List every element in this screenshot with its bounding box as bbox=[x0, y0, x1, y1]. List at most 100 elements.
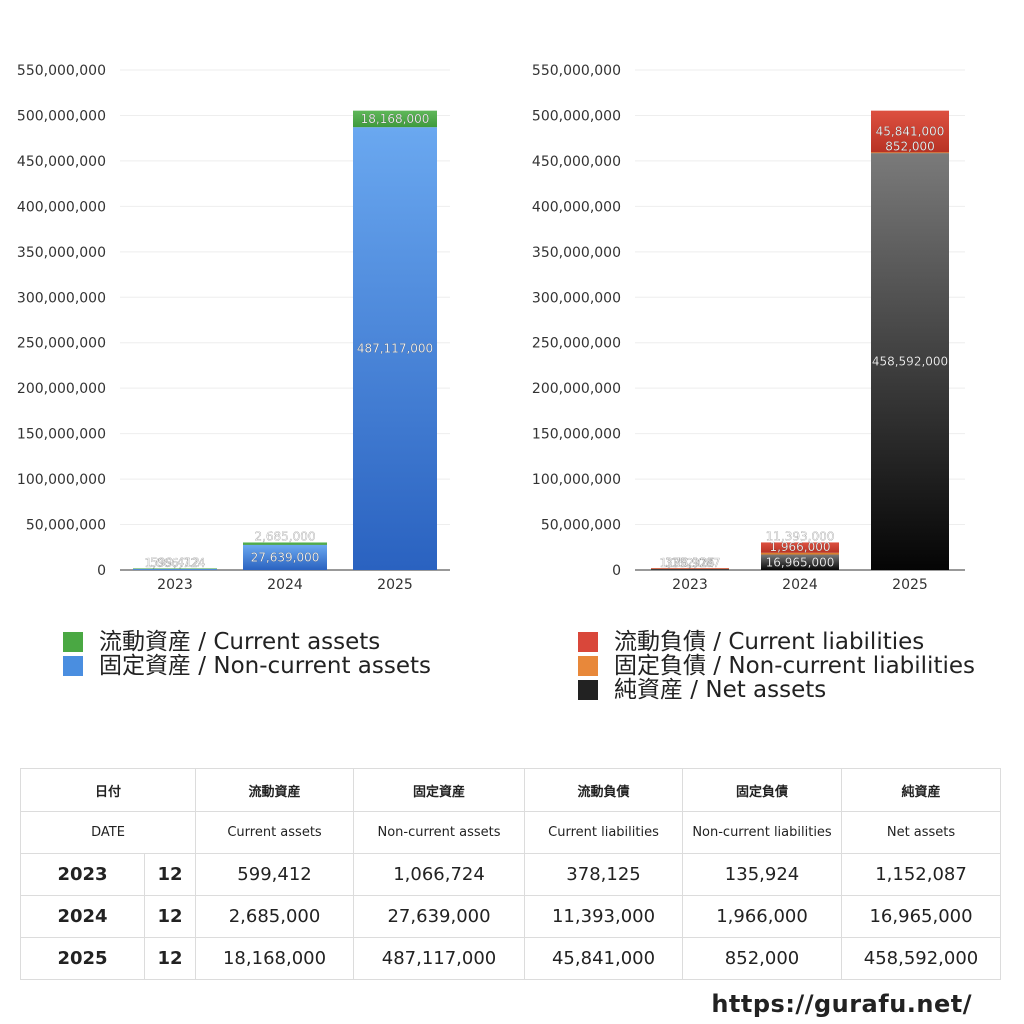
liabilities-chart: 0 50,000,000 100,000,000 150,000,000 200,000… bbox=[532, 63, 965, 593]
data-label: 1,152,087 bbox=[659, 556, 720, 570]
table-cell: 458,592,000 bbox=[841, 937, 1002, 980]
y-tick-label: 300,000,000 bbox=[17, 290, 106, 306]
legend-item-current-liabilities: 流動負債 / Current liabilities bbox=[578, 630, 975, 654]
table-header-cell: DATE bbox=[19, 811, 197, 854]
x-tick-label: 2025 bbox=[377, 577, 413, 593]
table-cell: 1,966,000 bbox=[682, 895, 843, 938]
data-label: 1,966,000 bbox=[769, 540, 830, 554]
table-cell-month: 12 bbox=[143, 937, 197, 980]
bar-segment bbox=[761, 542, 839, 553]
y-tick-label: 200,000,000 bbox=[17, 381, 106, 397]
data-label: 135,924 bbox=[665, 556, 715, 570]
legend-item-non-current-liabilities: 固定負債 / Non-current liabilities bbox=[578, 654, 975, 678]
assets-legend: 流動資産 / Current assets 固定資産 / Non-current… bbox=[63, 630, 431, 678]
data-label: 458,592,000 bbox=[872, 355, 948, 369]
bar-segment bbox=[761, 552, 839, 555]
bar-segment bbox=[871, 110, 949, 153]
legend-swatch bbox=[578, 656, 598, 676]
legend-label: 純資産 / Net assets bbox=[614, 677, 827, 703]
table-row: 2025 12 18,168,000 487,117,000 45,841,00… bbox=[20, 937, 1002, 980]
legend-label: 流動負債 / Current liabilities bbox=[614, 629, 925, 655]
y-tick-label: 450,000,000 bbox=[532, 154, 621, 170]
bar-segment bbox=[133, 568, 217, 570]
data-label: 45,841,000 bbox=[876, 124, 945, 138]
y-tick-label: 250,000,000 bbox=[17, 336, 106, 352]
table-header-cell: 流動負債 bbox=[524, 768, 684, 812]
table-cell: 27,639,000 bbox=[353, 895, 526, 938]
table-header-cell: Non-current assets bbox=[353, 811, 526, 854]
y-tick-label: 250,000,000 bbox=[532, 336, 621, 352]
bar-segment bbox=[243, 542, 327, 545]
table-cell: 487,117,000 bbox=[353, 937, 526, 980]
table-cell: 2,685,000 bbox=[195, 895, 355, 938]
data-label: 1,066,724 bbox=[144, 556, 205, 570]
table-header-cell: 日付 bbox=[19, 768, 197, 812]
data-label: 11,393,000 bbox=[766, 529, 835, 543]
table-header-cell: Non-current liabilities bbox=[682, 811, 843, 854]
y-tick-label: 150,000,000 bbox=[532, 427, 621, 443]
legend-item-net-assets: 純資産 / Net assets bbox=[578, 678, 975, 702]
table-header-cell: Current assets bbox=[195, 811, 355, 854]
y-tick-label: 100,000,000 bbox=[17, 472, 106, 488]
y-tick-label: 550,000,000 bbox=[532, 63, 621, 79]
data-label: 599,412 bbox=[150, 555, 200, 569]
y-tick-label: 550,000,000 bbox=[17, 63, 106, 79]
table-cell: 11,393,000 bbox=[524, 895, 684, 938]
x-tick-label: 2024 bbox=[782, 577, 818, 593]
table-header-cell: Current liabilities bbox=[524, 811, 684, 854]
legend-item-non-current-assets: 固定資産 / Non-current assets bbox=[63, 654, 431, 678]
bar-segment bbox=[353, 110, 437, 128]
data-label: 2,685,000 bbox=[254, 529, 315, 543]
bar-segment bbox=[871, 152, 949, 154]
data-label: 16,965,000 bbox=[766, 555, 835, 569]
table-cell: 1,152,087 bbox=[841, 853, 1002, 896]
y-tick-label: 500,000,000 bbox=[17, 108, 106, 124]
y-tick-label: 400,000,000 bbox=[532, 199, 621, 215]
table-cell-year: 2025 bbox=[20, 937, 145, 980]
table-header-cell: Net assets bbox=[841, 811, 1002, 854]
legend-swatch bbox=[63, 632, 83, 652]
x-tick-label: 2025 bbox=[892, 577, 928, 593]
table-cell: 135,924 bbox=[682, 853, 843, 896]
footer-url[interactable]: https://gurafu.net/ bbox=[711, 990, 972, 1018]
table-header-cell: 固定資産 bbox=[353, 768, 526, 812]
y-tick-label: 50,000,000 bbox=[541, 518, 621, 534]
table-cell: 1,066,724 bbox=[353, 853, 526, 896]
table-cell: 18,168,000 bbox=[195, 937, 355, 980]
bar-segment bbox=[243, 544, 327, 570]
table-header-cell: 純資産 bbox=[841, 768, 1002, 812]
table-cell: 599,412 bbox=[195, 853, 355, 896]
y-tick-label: 350,000,000 bbox=[17, 245, 106, 261]
data-label: 487,117,000 bbox=[357, 342, 433, 356]
bar-segment bbox=[133, 569, 217, 570]
y-tick-label: 450,000,000 bbox=[17, 154, 106, 170]
liabilities-legend: 流動負債 / Current liabilities 固定負債 / Non-cu… bbox=[578, 630, 975, 702]
bar-segment bbox=[651, 568, 729, 569]
bar-segment bbox=[871, 153, 949, 570]
table-header-cell: 流動資産 bbox=[195, 768, 355, 812]
table-cell: 16,965,000 bbox=[841, 895, 1002, 938]
table-row: 2023 12 599,412 1,066,724 378,125 135,92… bbox=[20, 853, 1002, 896]
table-row: 2024 12 2,685,000 27,639,000 11,393,000 … bbox=[20, 895, 1002, 938]
bar-segment bbox=[651, 568, 729, 570]
legend-label: 流動資産 / Current assets bbox=[99, 629, 381, 655]
y-tick-label: 200,000,000 bbox=[532, 381, 621, 397]
table-cell: 378,125 bbox=[524, 853, 684, 896]
financial-table: 日付 流動資産 固定資産 流動負債 固定負債 純資産 DATE Current … bbox=[19, 768, 1002, 980]
table-cell-year: 2024 bbox=[20, 895, 145, 938]
bar-segment bbox=[353, 127, 437, 570]
y-tick-label: 0 bbox=[612, 563, 621, 579]
y-tick-label: 300,000,000 bbox=[532, 290, 621, 306]
table-cell-month: 12 bbox=[143, 853, 197, 896]
y-tick-label: 50,000,000 bbox=[26, 518, 106, 534]
legend-label: 固定資産 / Non-current assets bbox=[99, 653, 432, 679]
table-cell: 45,841,000 bbox=[524, 937, 684, 980]
x-tick-label: 2023 bbox=[157, 577, 193, 593]
table-cell: 852,000 bbox=[682, 937, 843, 980]
data-label: 27,639,000 bbox=[251, 550, 320, 564]
legend-swatch bbox=[578, 680, 598, 700]
assets-chart: 0 50,000,000 100,000,000 150,000,000 200,000… bbox=[17, 63, 450, 593]
data-label: 378,125 bbox=[665, 555, 715, 569]
bar-segment bbox=[761, 554, 839, 570]
data-label: 852,000 bbox=[885, 139, 935, 153]
